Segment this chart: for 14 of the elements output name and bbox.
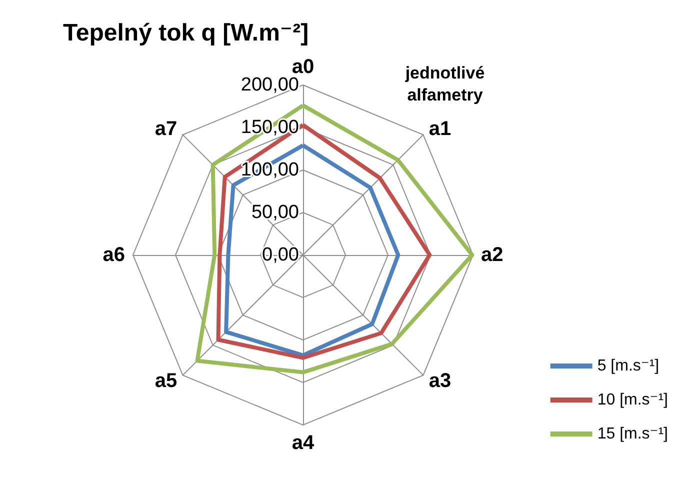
spoke-label: a1 [428,118,452,140]
spoke-label: a5 [154,370,178,392]
y-tick-label: 50,00 [251,202,299,223]
spoke-label: a7 [154,118,178,140]
legend-label: 10 [m.s⁻¹] [597,392,668,408]
spoke-label: a3 [428,370,452,392]
spoke-label: a2 [481,244,504,266]
chart-title: Tepelný tok q [W.m⁻²] [63,20,309,46]
spoke-label: a6 [102,244,125,266]
legend-label: 5 [m.s⁻¹] [597,358,660,374]
y-tick-label: 0,00 [262,244,299,266]
spoke-label: a4 [292,432,315,454]
legend-label: 15 [m.s⁻¹] [597,426,668,442]
text: jednotlivé alfametry [404,64,485,104]
